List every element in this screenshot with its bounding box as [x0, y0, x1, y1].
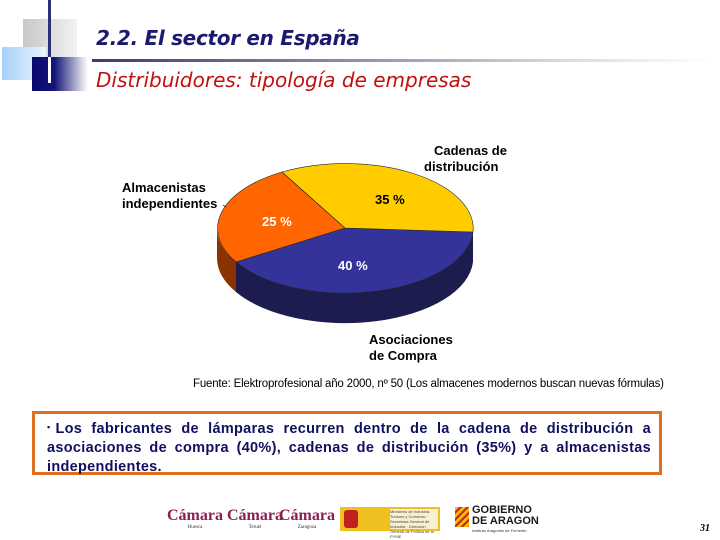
label-asociaciones: Asociaciones de Compra [369, 332, 453, 364]
logo-name: Cámara [167, 507, 223, 524]
pie-side-blue [236, 232, 473, 324]
aragon-flag-icon [455, 507, 469, 527]
note-box: ▪Los fabricantes de lámparas recurren de… [32, 411, 662, 475]
header-decoration-line [48, 0, 51, 83]
label-line: independientes [122, 196, 218, 211]
logo-city: Teruel [248, 525, 262, 530]
header-decoration-navy [32, 57, 88, 91]
title-divider [92, 59, 712, 62]
note-body: Los fabricantes de lámparas recurren den… [47, 421, 651, 475]
logo-city: Huesca [187, 525, 203, 530]
logo-gobierno-text: GOBIERNO DE ARAGON [472, 505, 539, 527]
logo-line: DE ARAGON [472, 515, 539, 527]
pct-cadenas: 35 % [375, 192, 405, 207]
label-line: Cadenas de [434, 143, 507, 158]
label-almacenistas: Almacenistas independientes [122, 180, 217, 212]
slide-title: 2.2. El sector en España [96, 26, 360, 50]
footer-logos: Cámara Huesca Cámara Teruel Cámara Zarag… [165, 505, 545, 540]
logo-camara-teruel: Cámara Teruel [227, 507, 283, 531]
logo-ministerio-text: Ministerio de Industria, Turismo y Comer… [390, 509, 438, 539]
coat-of-arms-icon [344, 510, 358, 528]
logo-sub: Instituto Aragonés de Fomento [472, 528, 527, 533]
pie-side-orange [217, 228, 236, 292]
logo-name: Cámara [279, 507, 335, 524]
label-line: Asociaciones [369, 332, 453, 347]
pie-slice-cadenas [281, 163, 474, 233]
label-cadenas: Cadenas de distribución [424, 143, 507, 175]
logo-name: Cámara [227, 507, 283, 524]
label-line: Almacenistas [122, 180, 206, 195]
header-decoration-line-white [48, 57, 51, 83]
pct-almacenistas: 25 % [262, 214, 292, 229]
pie-slice-asociaciones [235, 227, 474, 294]
logo-city: Zaragoza [297, 525, 317, 530]
logo-ministerio: Ministerio de Industria, Turismo y Comer… [340, 507, 440, 539]
label-line: distribución [424, 159, 499, 174]
pie-chart [217, 163, 474, 324]
logo-camara-huesca: Cámara Huesca [167, 507, 223, 531]
bullet-icon: ▪ [47, 422, 56, 432]
logo-camara-zaragoza: Cámara Zaragoza [279, 507, 335, 531]
pie-slice-almacenistas [217, 171, 346, 263]
pct-asociaciones: 40 % [338, 258, 368, 273]
page-number: 31 [700, 523, 710, 534]
slide-subtitle: Distribuidores: tipología de empresas [96, 68, 472, 92]
logo-line: GOBIERNO [472, 504, 532, 516]
source-citation: Fuente: Elektroprofesional año 2000, nº … [193, 378, 664, 390]
label-line: de Compra [369, 348, 437, 363]
note-text: ▪Los fabricantes de lámparas recurren de… [47, 418, 651, 477]
